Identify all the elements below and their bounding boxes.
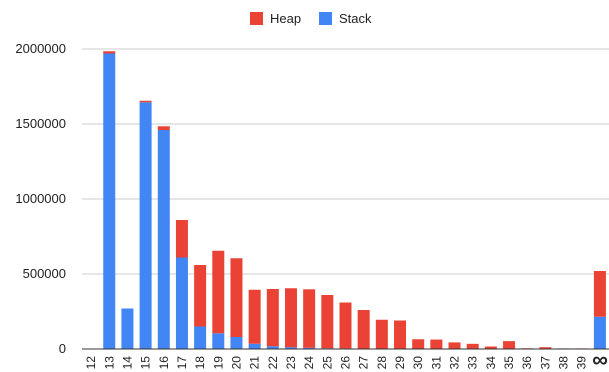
y-tick-label: 500000 bbox=[23, 266, 66, 281]
y-tick-label: 1000000 bbox=[15, 191, 66, 206]
x-tick-label: 33 bbox=[466, 356, 480, 370]
bar-heap-33 bbox=[466, 343, 479, 349]
bars bbox=[103, 51, 606, 349]
bar-heap-30 bbox=[412, 339, 425, 349]
x-tick-label: 14 bbox=[120, 356, 134, 370]
bar-heap-32 bbox=[448, 342, 461, 349]
bar-heap-∞ bbox=[593, 271, 606, 317]
x-tick-label: 22 bbox=[266, 356, 280, 370]
x-tick-label: 34 bbox=[484, 356, 498, 370]
x-tick-label: 15 bbox=[139, 356, 153, 370]
bar-heap-17 bbox=[175, 220, 188, 258]
x-tick-label: 25 bbox=[320, 356, 334, 370]
bar-stack-16 bbox=[157, 130, 170, 349]
x-tick-label: 17 bbox=[175, 356, 189, 370]
bar-heap-27 bbox=[357, 310, 370, 349]
x-tick-label: 30 bbox=[411, 356, 425, 370]
bar-heap-19 bbox=[212, 250, 225, 334]
y-tick-label: 1500000 bbox=[15, 116, 66, 131]
x-tick-label: 29 bbox=[393, 356, 407, 370]
x-tick-label: ∞ bbox=[592, 347, 608, 372]
bar-stack-18 bbox=[194, 326, 207, 349]
x-tick-label: 27 bbox=[357, 356, 371, 370]
bar-heap-22 bbox=[266, 289, 279, 347]
y-tick-label: 2000000 bbox=[15, 41, 66, 56]
x-tick-label: 13 bbox=[102, 356, 116, 370]
x-tick-label: 36 bbox=[520, 356, 534, 370]
bar-stack-15 bbox=[139, 102, 152, 349]
x-tick-label: 37 bbox=[538, 356, 552, 370]
bar-heap-29 bbox=[394, 320, 407, 349]
legend-swatch-heap bbox=[250, 12, 263, 25]
legend: Heap Stack bbox=[250, 11, 372, 26]
x-tick-label: 39 bbox=[575, 356, 589, 370]
x-tick-label: 24 bbox=[302, 356, 316, 370]
bar-heap-18 bbox=[194, 265, 207, 327]
x-tick-label: 38 bbox=[557, 356, 571, 370]
bar-stack-17 bbox=[175, 257, 188, 349]
bar-heap-35 bbox=[503, 341, 516, 349]
x-tick-label: 19 bbox=[211, 356, 225, 370]
x-tick-label: 21 bbox=[248, 356, 262, 370]
x-tick-label: 31 bbox=[429, 356, 443, 370]
bar-heap-26 bbox=[339, 302, 352, 349]
bar-stack-20 bbox=[230, 337, 243, 349]
bar-stack-13 bbox=[103, 53, 116, 349]
legend-label-stack: Stack bbox=[339, 11, 372, 26]
bar-heap-25 bbox=[321, 295, 334, 349]
bar-heap-28 bbox=[375, 319, 388, 349]
x-tick-label: 16 bbox=[157, 356, 171, 370]
x-tick-label: 26 bbox=[339, 356, 353, 370]
bar-stack-22 bbox=[266, 346, 279, 349]
x-tick-label: 12 bbox=[84, 356, 98, 370]
bar-stack-21 bbox=[248, 343, 261, 349]
gridlines bbox=[82, 48, 609, 275]
legend-swatch-stack bbox=[319, 12, 332, 25]
legend-label-heap: Heap bbox=[270, 11, 301, 26]
x-tick-label: 20 bbox=[229, 356, 243, 370]
bar-heap-16 bbox=[157, 126, 170, 130]
x-tick-label: 23 bbox=[284, 356, 298, 370]
bar-stack-24 bbox=[303, 347, 316, 349]
bar-heap-37 bbox=[539, 347, 552, 349]
y-axis-ticks: 0 500000 1000000 1500000 2000000 bbox=[15, 41, 66, 356]
bar-heap-13 bbox=[103, 51, 116, 54]
bar-heap-34 bbox=[484, 346, 497, 349]
bar-heap-31 bbox=[430, 339, 443, 349]
x-axis-ticks: 12 13 14 15 16 17 18 19 20 21 22 23 24 25 26 27 28 29 30 31… bbox=[84, 347, 608, 372]
x-tick-label: 32 bbox=[448, 356, 462, 370]
bar-heap-23 bbox=[284, 288, 297, 348]
x-tick-label: 35 bbox=[502, 356, 516, 370]
bar-heap-21 bbox=[248, 289, 261, 344]
bar-stack-19 bbox=[212, 333, 225, 349]
y-tick-label: 0 bbox=[59, 341, 66, 356]
bar-stack-23 bbox=[284, 347, 297, 349]
bar-stack-∞ bbox=[593, 316, 606, 349]
bar-stack-14 bbox=[121, 308, 134, 349]
bar-heap-24 bbox=[303, 289, 316, 348]
x-tick-label: 28 bbox=[375, 356, 389, 370]
bar-heap-20 bbox=[230, 258, 243, 337]
x-tick-label: 18 bbox=[193, 356, 207, 370]
bar-heap-15 bbox=[139, 100, 152, 103]
